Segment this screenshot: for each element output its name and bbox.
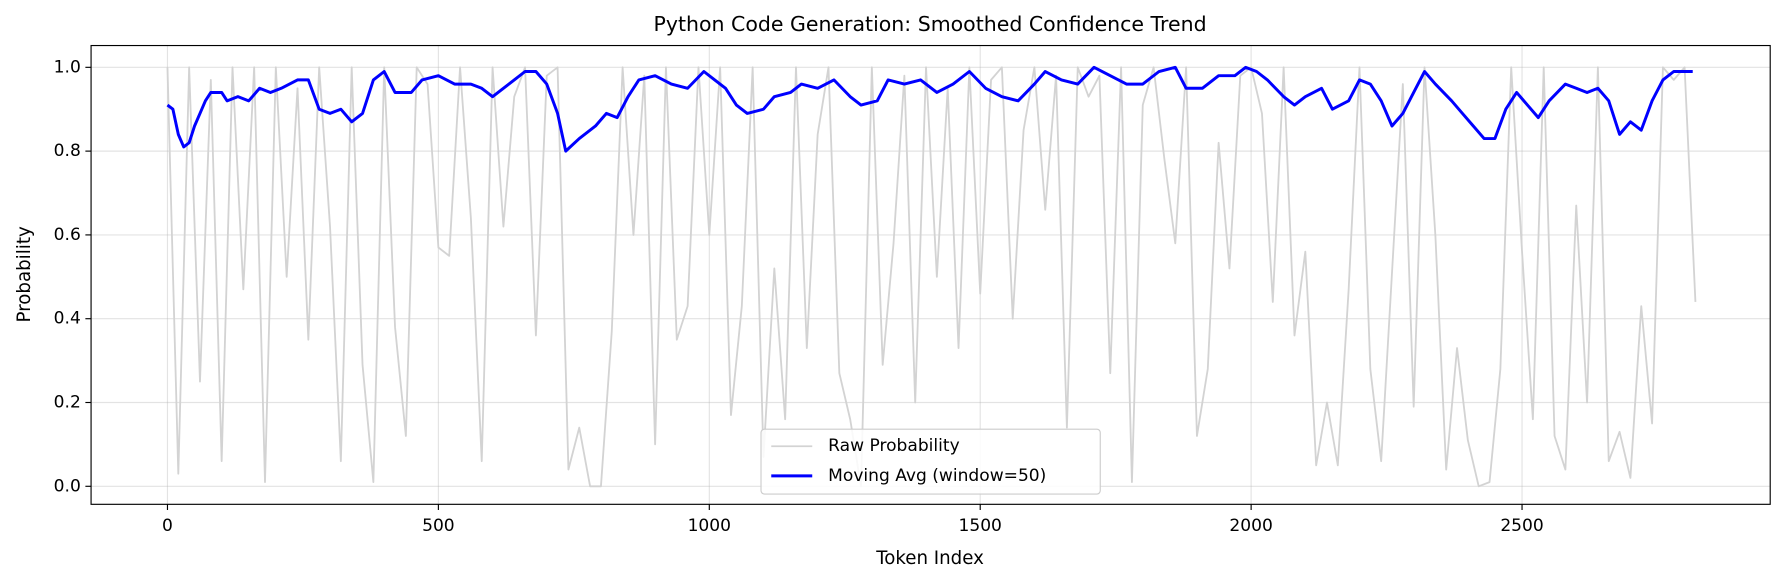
x-tick-label: 500 xyxy=(422,516,455,536)
y-tick-label: 0.8 xyxy=(54,141,81,161)
x-tick-label: 1000 xyxy=(688,516,731,536)
x-axis-label: Token Index xyxy=(875,548,984,569)
legend-label: Moving Avg (window=50) xyxy=(828,466,1046,486)
x-tick-label: 2500 xyxy=(1500,516,1543,536)
y-tick-label: 1.0 xyxy=(54,57,81,77)
series-line xyxy=(166,66,1697,488)
x-tick-label: 0 xyxy=(162,516,173,536)
y-tick-label: 0.0 xyxy=(54,476,81,496)
x-tick-label: 2000 xyxy=(1229,516,1272,536)
y-tick-label: 0.4 xyxy=(54,309,81,329)
x-tick-label: 1500 xyxy=(958,516,1001,536)
y-axis-label: Probability xyxy=(14,226,35,322)
legend: Raw Probability Moving Avg (window=50) xyxy=(760,428,1101,495)
plot-frame xyxy=(90,44,1771,505)
series-line xyxy=(166,65,1693,153)
legend-box xyxy=(760,428,1101,495)
y-tick-label: 0.2 xyxy=(54,393,81,413)
chart-title: Python Code Generation: Smoothed Confide… xyxy=(654,12,1207,36)
legend-label: Raw Probability xyxy=(828,436,960,456)
y-tick-label: 0.6 xyxy=(54,225,81,245)
